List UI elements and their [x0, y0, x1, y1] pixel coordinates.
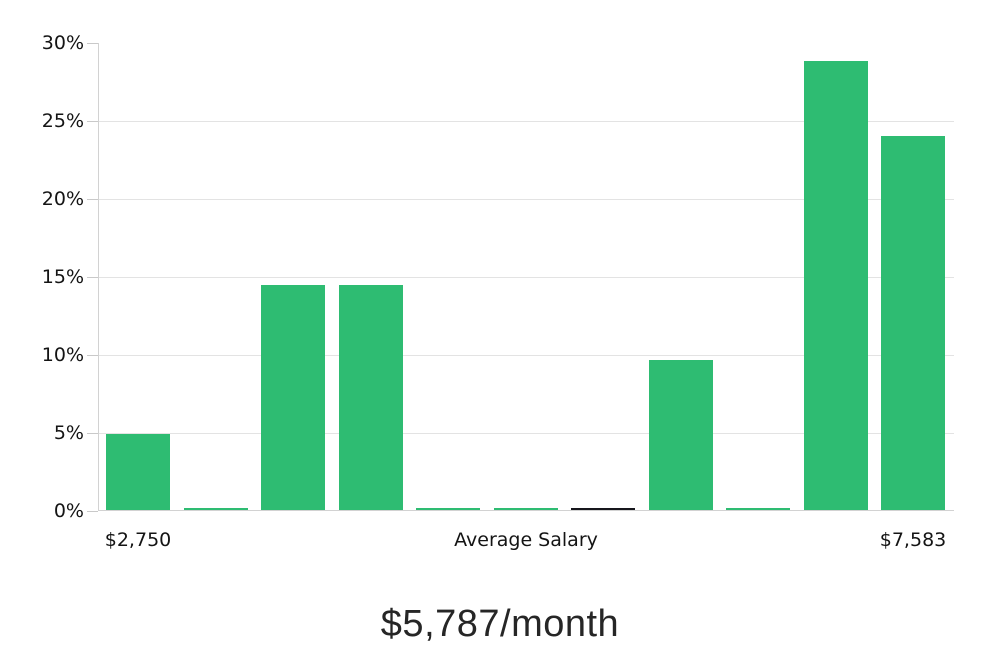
x-axis-tick-label: $7,583: [879, 529, 947, 551]
y-axis-tick: [87, 510, 98, 512]
x-axis-line: [98, 510, 954, 511]
bar: [493, 508, 558, 510]
y-axis-tick-label: 10%: [41, 343, 84, 366]
gridline: [99, 198, 954, 200]
y-axis-tick: [87, 198, 98, 200]
x-axis-tick-label: $2,750: [104, 529, 172, 551]
chart-title: $5,787/month: [380, 603, 620, 645]
y-axis-tick-label: 0%: [53, 499, 84, 522]
bar: [106, 433, 170, 510]
bar: [183, 508, 248, 510]
bar: [416, 508, 480, 510]
bar: [571, 507, 635, 510]
y-axis-tick: [87, 276, 98, 278]
bar: [803, 60, 868, 510]
y-axis-tick: [87, 120, 98, 122]
gridline: [99, 354, 954, 356]
y-axis-tick-label: 25%: [41, 109, 84, 132]
y-axis-tick: [87, 432, 98, 434]
y-axis-tick: [87, 42, 98, 44]
bar: [261, 285, 325, 510]
y-axis-tick-label: 5%: [53, 421, 84, 444]
y-axis-tick-label: 20%: [41, 187, 84, 210]
gridline: [99, 432, 954, 434]
bar: [881, 135, 945, 510]
gridline: [99, 120, 954, 122]
y-axis-line: [98, 43, 99, 511]
x-axis-tick-label: Average Salary: [454, 529, 598, 551]
plot-area: [87, 42, 954, 512]
y-axis-tick-label: 15%: [41, 265, 84, 288]
bar: [338, 285, 403, 510]
bar: [726, 508, 790, 510]
gridline: [99, 276, 954, 278]
y-axis-tick: [87, 354, 98, 356]
bar: [648, 360, 713, 510]
y-axis-tick-label: 30%: [41, 31, 84, 54]
